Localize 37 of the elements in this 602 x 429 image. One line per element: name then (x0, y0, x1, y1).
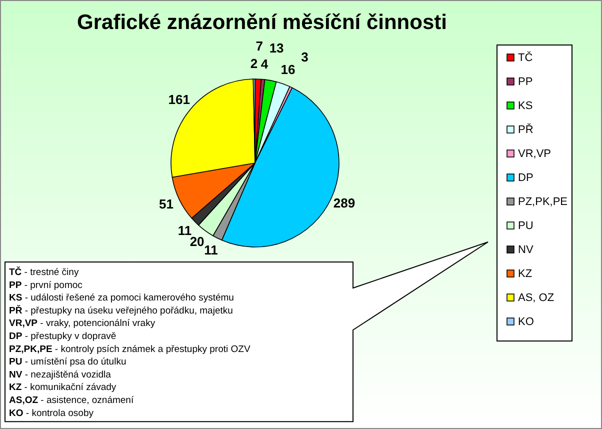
data-label: 16 (280, 62, 296, 77)
data-label: 11 (178, 223, 192, 238)
legend-label: KO (518, 316, 534, 328)
text: KZ - komunikační závady (9, 382, 116, 393)
text: DP - přestupky v dopravě (9, 330, 116, 342)
legend-label: PU (518, 220, 534, 232)
data-label: 51 (158, 196, 174, 212)
legend-label: KZ (518, 268, 532, 280)
text: NV - nezajištěná vozidla (9, 368, 112, 380)
legend-label: AS, OZ (518, 292, 554, 304)
text: PP - první pomoc (9, 279, 83, 290)
legend-label: VR,VP (518, 148, 552, 160)
data-label: 11 (204, 242, 218, 258)
legend-label: DP (518, 172, 534, 184)
text: PU - umístění psa do útulku (9, 356, 126, 368)
data-label: 20 (190, 234, 204, 249)
legend-label: TČ (518, 50, 533, 64)
text: KS - události řešené za pomoci kamerového systému (9, 292, 234, 304)
text: PZ,PK,PE - kontroly psích známek a přestupky proti OZV (9, 343, 251, 354)
text: PŘ - přestupky na úseku veřejného pořádku, majetku (9, 304, 233, 316)
data-label: 7 (256, 38, 263, 54)
data-label: 4 (260, 56, 269, 72)
text: KO - kontrola osoby (9, 407, 94, 418)
data-label: 161 (168, 92, 190, 107)
text: TČ - trestné činy (9, 266, 79, 278)
legend-label: KS (518, 100, 533, 112)
legend-label: PŘ (518, 122, 534, 136)
data-label: 13 (269, 40, 284, 56)
data-label: 289 (333, 196, 356, 211)
legend-label: PZ,PK,PE (518, 196, 568, 208)
data-label: 3 (301, 50, 308, 65)
legend-label: NV (518, 244, 534, 256)
legend-label: PP (518, 76, 533, 88)
text: VR,VP - vraky, potencionální vraky (9, 318, 156, 329)
data-label: 2 (250, 56, 258, 72)
text: AS,OZ - asistence, oznámení (9, 394, 134, 406)
chart-title: Grafické znázornění měsíční činnosti (77, 11, 447, 34)
